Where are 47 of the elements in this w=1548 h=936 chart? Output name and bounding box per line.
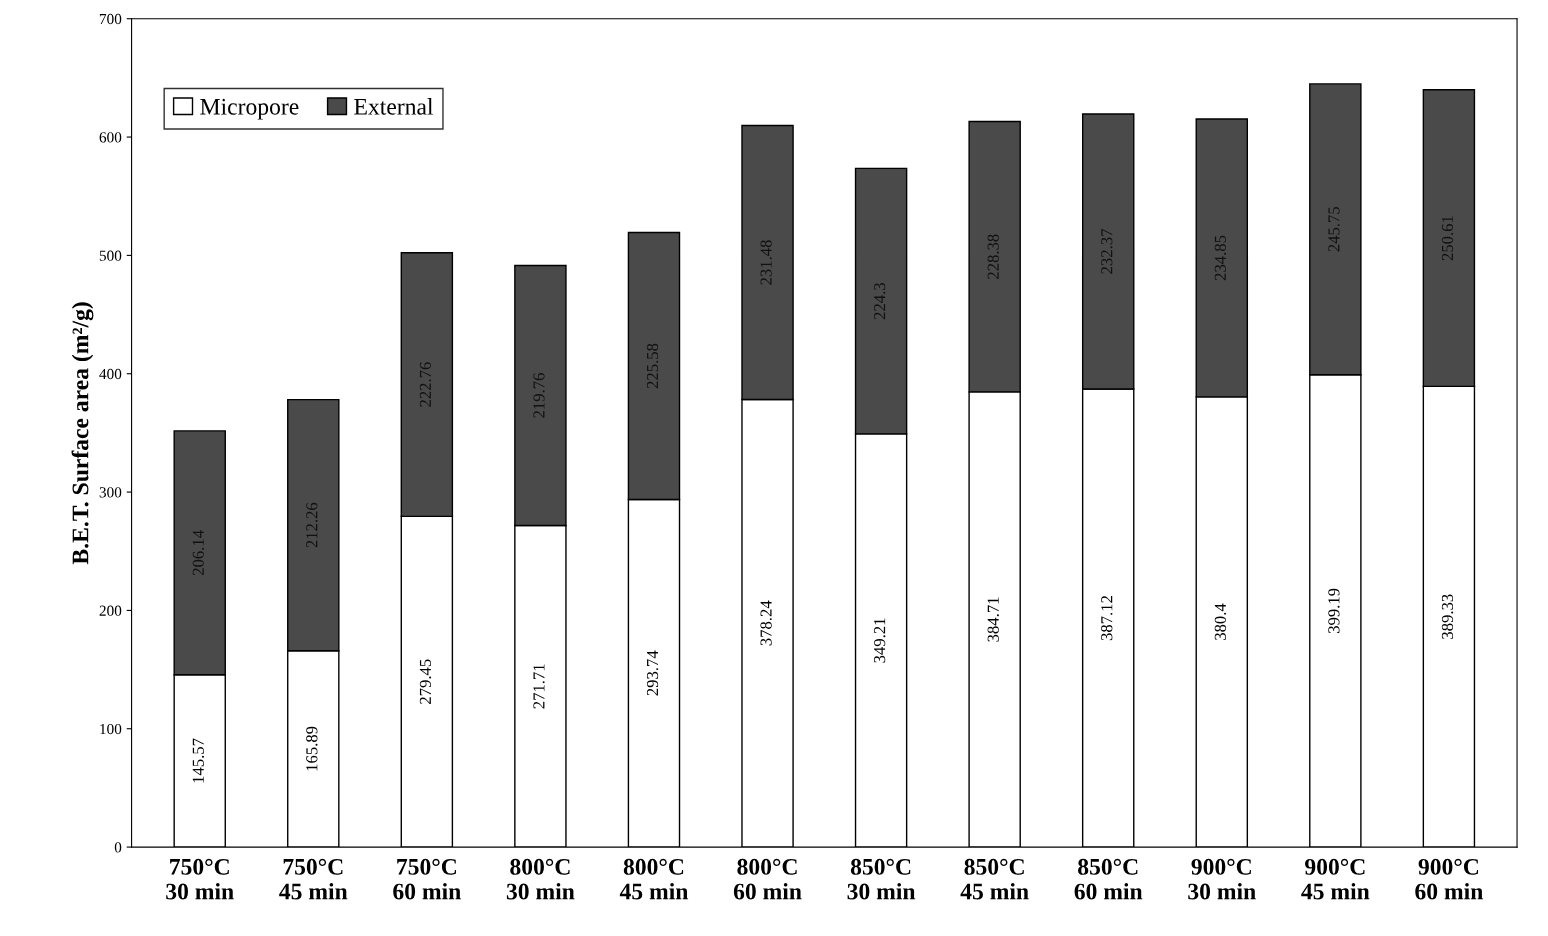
data-label: 234.85 <box>1214 235 1227 281</box>
data-label: 380.4 <box>1214 603 1227 640</box>
data-label: 206.14 <box>192 530 204 576</box>
y-tick-label: 600 <box>99 132 122 143</box>
y-tick-label: 200 <box>99 605 122 616</box>
y-tick-label: 300 <box>99 487 122 498</box>
y-tick-label: 700 <box>99 13 122 25</box>
data-label: 245.75 <box>1328 207 1340 252</box>
data-label: 384.71 <box>987 597 999 642</box>
data-label: 293.74 <box>646 650 659 696</box>
data-label: 224.3 <box>874 283 886 320</box>
x-tick-label: 900°C 45 min <box>1301 858 1370 900</box>
data-label: 271.71 <box>533 664 545 709</box>
data-label: 399.19 <box>1328 588 1340 633</box>
x-tick-label: 850°C 60 min <box>1074 858 1143 900</box>
y-tick-label: 0 <box>114 842 122 853</box>
data-label: 225.58 <box>646 343 659 389</box>
data-label: 389.33 <box>1441 594 1454 639</box>
legend-label: External <box>354 98 434 115</box>
x-tick-label: 750°C 45 min <box>279 858 348 900</box>
data-label: 231.48 <box>760 240 772 285</box>
data-label: 165.89 <box>306 726 318 771</box>
data-label: 250.61 <box>1441 216 1454 261</box>
x-tick-label: 850°C 30 min <box>847 858 916 900</box>
y-tick-label: 100 <box>100 723 122 735</box>
data-label: 387.12 <box>1101 596 1113 641</box>
data-label: 349.21 <box>874 618 886 663</box>
y-tick-label: 400 <box>99 368 122 380</box>
x-tick-label: 800°C 30 min <box>506 858 575 900</box>
data-label: 228.38 <box>987 234 999 279</box>
x-tick-label: 750°C 60 min <box>393 858 461 900</box>
x-tick-label: 850°C 45 min <box>960 858 1029 900</box>
legend-label: Micropore <box>200 98 299 120</box>
x-tick-label: 800°C 45 min <box>619 858 689 900</box>
data-label: 222.76 <box>419 362 432 407</box>
x-tick-label: 800°C 60 min <box>733 858 802 900</box>
data-label: 378.24 <box>760 600 772 646</box>
data-label: 232.37 <box>1101 229 1113 274</box>
y-axis-title: B.E.T. Surface area (m²/g) <box>71 302 94 565</box>
data-label: 212.26 <box>306 502 318 548</box>
data-label: 145.57 <box>192 738 204 783</box>
x-tick-label: 900°C 30 min <box>1188 858 1256 900</box>
x-tick-label: 750°C 30 min <box>166 858 234 900</box>
data-label: 219.76 <box>533 373 545 418</box>
data-label: 279.45 <box>419 659 432 704</box>
y-tick-label: 500 <box>99 250 122 261</box>
x-tick-label: 900°C 60 min <box>1415 858 1483 900</box>
